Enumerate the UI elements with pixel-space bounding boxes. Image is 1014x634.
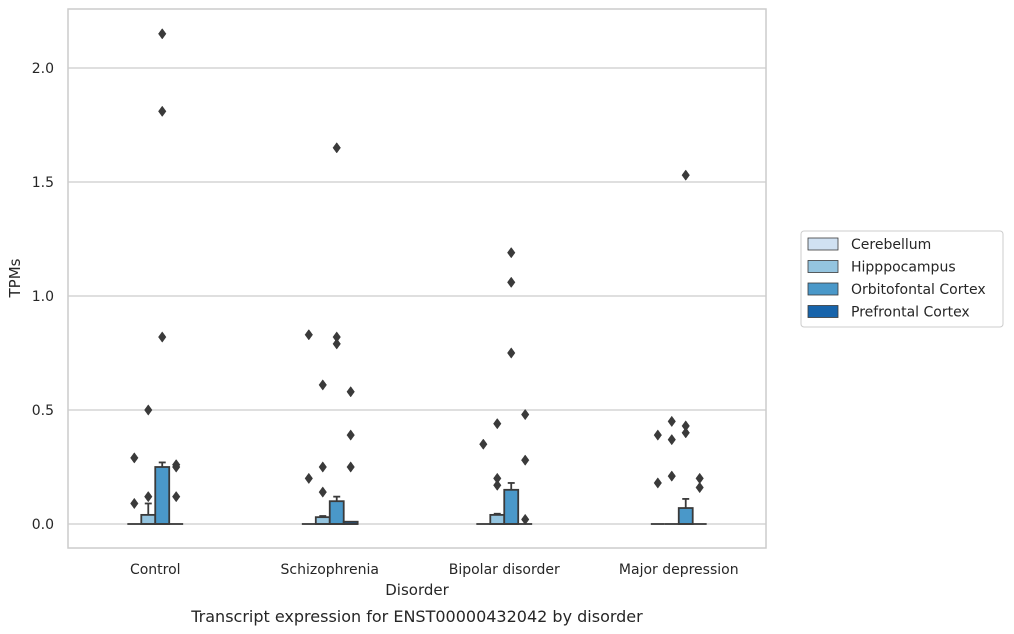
outlier-point	[667, 434, 676, 446]
box-body	[154, 466, 171, 525]
outlier-point	[158, 331, 167, 343]
outlier-point	[318, 486, 327, 498]
outlier-point	[144, 491, 153, 503]
box-hipppocampus	[489, 512, 506, 525]
box-body	[677, 507, 694, 525]
box-layer	[127, 461, 707, 525]
legend-item: Hipppocampus	[807, 260, 956, 276]
outlier-point	[318, 379, 327, 391]
outlier-point	[346, 461, 355, 473]
y-tick-label: 1.5	[32, 175, 54, 191]
outlier-point	[667, 415, 676, 428]
outlier-point	[172, 461, 181, 473]
legend-item: Orbitofontal Cortex	[807, 282, 986, 298]
y-tick-label: 0.0	[32, 517, 54, 533]
x-tick-labels: Control Schizophrenia Bipolar disorder Majo…	[130, 562, 739, 578]
box-hipppocampus	[140, 502, 157, 525]
outlier-point	[507, 276, 516, 288]
outlier-point	[507, 247, 516, 259]
outlier-point	[158, 28, 167, 40]
y-tick-label: 1.0	[32, 289, 54, 305]
y-tick-label: 0.5	[32, 403, 54, 419]
box-prefrontal-cortex	[342, 520, 359, 525]
outlier-point	[172, 491, 181, 503]
box-orbitofontal-cortex	[328, 495, 345, 525]
outlier-point	[158, 105, 167, 117]
legend-label: Orbitofontal Cortex	[851, 282, 986, 298]
outlier-point	[667, 470, 676, 482]
box-body	[328, 500, 345, 525]
legend-item: Cerebellum	[807, 237, 931, 253]
legend-item: Prefrontal Cortex	[807, 305, 970, 321]
legend-swatch	[807, 237, 839, 251]
outlier-point	[493, 479, 502, 491]
outlier-point	[318, 461, 327, 473]
legend-label: Hipppocampus	[851, 260, 956, 276]
outlier-point	[304, 472, 313, 485]
chart-caption: Transcript expression for ENST0000043204…	[190, 607, 643, 626]
outlier-point	[346, 429, 355, 441]
outlier-point	[681, 169, 690, 181]
outlier-layer	[130, 28, 704, 526]
outlier-point	[681, 427, 690, 439]
outlier-point	[479, 438, 488, 450]
legend-label: Cerebellum	[851, 237, 931, 253]
outlier-point	[653, 429, 662, 441]
outlier-point	[493, 418, 502, 430]
box-body	[503, 488, 520, 525]
x-axis-title: Disorder	[385, 581, 449, 599]
box-body	[140, 513, 157, 525]
outlier-point	[144, 404, 153, 416]
outlier-point	[653, 477, 662, 489]
legend-swatch	[807, 282, 839, 296]
y-tick-label: 2.0	[32, 61, 54, 77]
legend-frame	[800, 230, 1004, 328]
outlier-point	[521, 513, 530, 526]
legend-swatch	[807, 260, 839, 273]
legend-items: Cerebellum Hipppocampus Orbitofontal Corte…	[807, 237, 986, 321]
y-axis-title: TPMs	[6, 258, 24, 298]
box-hipppocampus	[314, 515, 331, 525]
plot-frame	[67, 8, 767, 549]
x-tick-label: Schizophrenia	[281, 562, 379, 578]
legend-swatch	[807, 305, 839, 318]
x-tick-label: Control	[130, 562, 181, 578]
outlier-point	[521, 454, 530, 466]
legend: Cerebellum Hipppocampus Orbitofontal Corte…	[800, 230, 1004, 328]
outlier-point	[695, 481, 704, 494]
y-tick-labels: 0.0 0.5 1.0 1.5 2.0	[32, 61, 54, 533]
box-orbitofontal-cortex	[503, 482, 520, 525]
outlier-point	[304, 329, 313, 341]
box-orbitofontal-cortex	[677, 498, 694, 525]
outlier-point	[130, 452, 139, 464]
outlier-point	[332, 338, 341, 350]
box-body	[489, 513, 506, 525]
box-orbitofontal-cortex	[154, 461, 171, 525]
outlier-point	[346, 386, 355, 398]
x-tick-label: Major depression	[619, 562, 739, 578]
outlier-point	[507, 347, 516, 359]
outlier-point	[130, 497, 139, 510]
outlier-point	[332, 142, 341, 154]
legend-label: Prefrontal Cortex	[851, 305, 970, 321]
box-body	[314, 516, 331, 525]
grid-layer	[68, 67, 766, 525]
outlier-point	[521, 408, 530, 421]
x-tick-label: Bipolar disorder	[449, 562, 560, 578]
